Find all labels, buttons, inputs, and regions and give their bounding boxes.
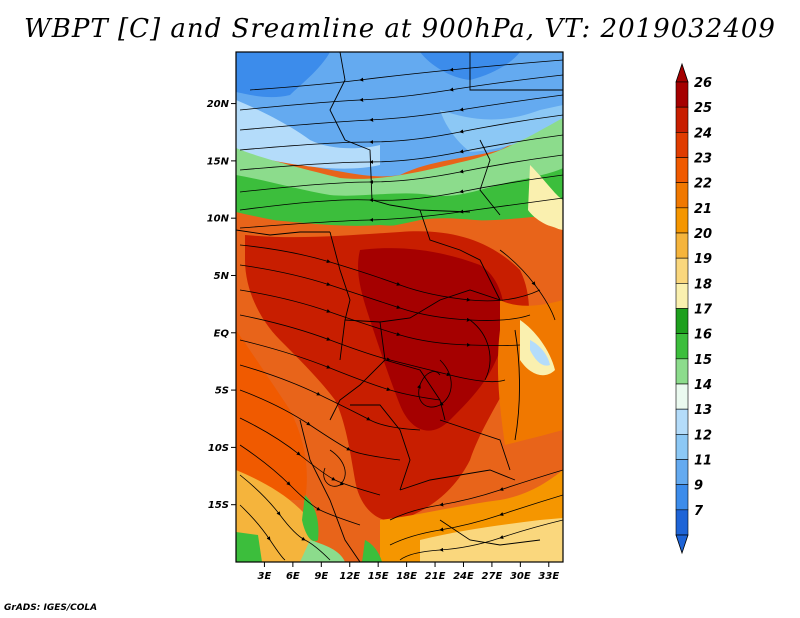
lon-tick-label: 15E: [368, 571, 389, 582]
colorbar-level-label: 9: [694, 479, 703, 494]
colorbar-segment: [675, 207, 689, 234]
longitude-axis: 3E 6E 9E 12E 15E 18E 21E 24E 27E 30E 33E: [258, 562, 559, 582]
colorbar-level-label: 24: [694, 126, 712, 141]
colorbar-level-label: 11: [694, 454, 712, 469]
lat-tick-label: 20N: [207, 99, 230, 110]
colorbar-top-arrow: [675, 62, 689, 83]
colorbar-level-label: 21: [694, 202, 712, 217]
colorbar-level-label: 26: [694, 76, 712, 91]
colorbar: 26 25 24 23 22 21 20 19 18 17 16 15 14 13 12 11 9 7: [675, 62, 713, 555]
colorbar-segment: [675, 182, 689, 209]
map-title: WBPT [C] and Sreamline at 900hPa, VT: 20…: [24, 14, 776, 44]
colorbar-level-label: 20: [694, 227, 712, 242]
lon-tick-label: 18E: [396, 571, 417, 582]
lon-tick-label: 24E: [453, 571, 474, 582]
colorbar-segment: [675, 333, 689, 360]
colorbar-level-label: 7: [694, 504, 704, 519]
colorbar-level-label: 12: [694, 428, 712, 443]
lon-tick-label: 3E: [258, 571, 272, 582]
lat-tick-label: 10S: [208, 443, 229, 454]
lon-tick-label: 6E: [286, 571, 300, 582]
colorbar-segment: [675, 81, 689, 108]
colorbar-segment: [675, 232, 689, 259]
colorbar-segment: [675, 283, 689, 309]
lon-tick-label: 21E: [425, 571, 446, 582]
lon-tick-label: 12E: [339, 571, 360, 582]
colorbar-level-label: 13: [694, 403, 712, 418]
plot-frame: [235, 51, 564, 563]
lon-tick-label: 9E: [314, 571, 328, 582]
colorbar-segment: [675, 106, 689, 133]
lat-tick-label: 5S: [215, 386, 229, 397]
colorbar-segment: [675, 408, 689, 435]
colorbar-segment: [675, 459, 689, 485]
colorbar-segment: [675, 358, 689, 385]
colorbar-level-label: 17: [694, 303, 713, 318]
lon-tick-label: 27E: [482, 571, 503, 582]
lat-tick-label: EQ: [214, 328, 230, 339]
colorbar-level-label: 14: [694, 378, 712, 393]
colorbar-level-label: 19: [694, 252, 712, 267]
lat-tick-label: 10N: [207, 214, 230, 225]
lat-tick-label: 5N: [214, 271, 230, 282]
colorbar-segment: [675, 484, 689, 511]
colorbar-segment: [675, 383, 689, 410]
colorbar-level-label: 18: [694, 277, 712, 292]
colorbar-level-label: 15: [694, 353, 712, 368]
colorbar-level-label: 23: [694, 152, 712, 167]
lon-tick-label: 33E: [538, 571, 559, 582]
streamlines: [239, 59, 563, 561]
lat-tick-label: 15N: [207, 156, 230, 167]
wbpt-field: [236, 52, 563, 562]
lat-tick-label: 15S: [208, 500, 229, 511]
grads-credit: GrADS: IGES/COLA: [4, 603, 98, 613]
colorbar-bottom-arrow: [675, 534, 689, 555]
colorbar-segment: [675, 132, 689, 158]
colorbar-level-label: 25: [694, 101, 712, 116]
colorbar-segment: [675, 509, 689, 536]
colorbar-level-label: 16: [694, 328, 712, 343]
colorbar-level-label: 22: [694, 177, 712, 192]
colorbar-segment: [675, 308, 689, 334]
colorbar-segment: [675, 157, 689, 183]
lon-tick-label: 30E: [510, 571, 531, 582]
colorbar-segment: [675, 434, 689, 460]
colorbar-segment: [675, 257, 689, 284]
latitude-axis: 20N 15N 10N 5N EQ 5S 10S 15S: [207, 99, 236, 511]
